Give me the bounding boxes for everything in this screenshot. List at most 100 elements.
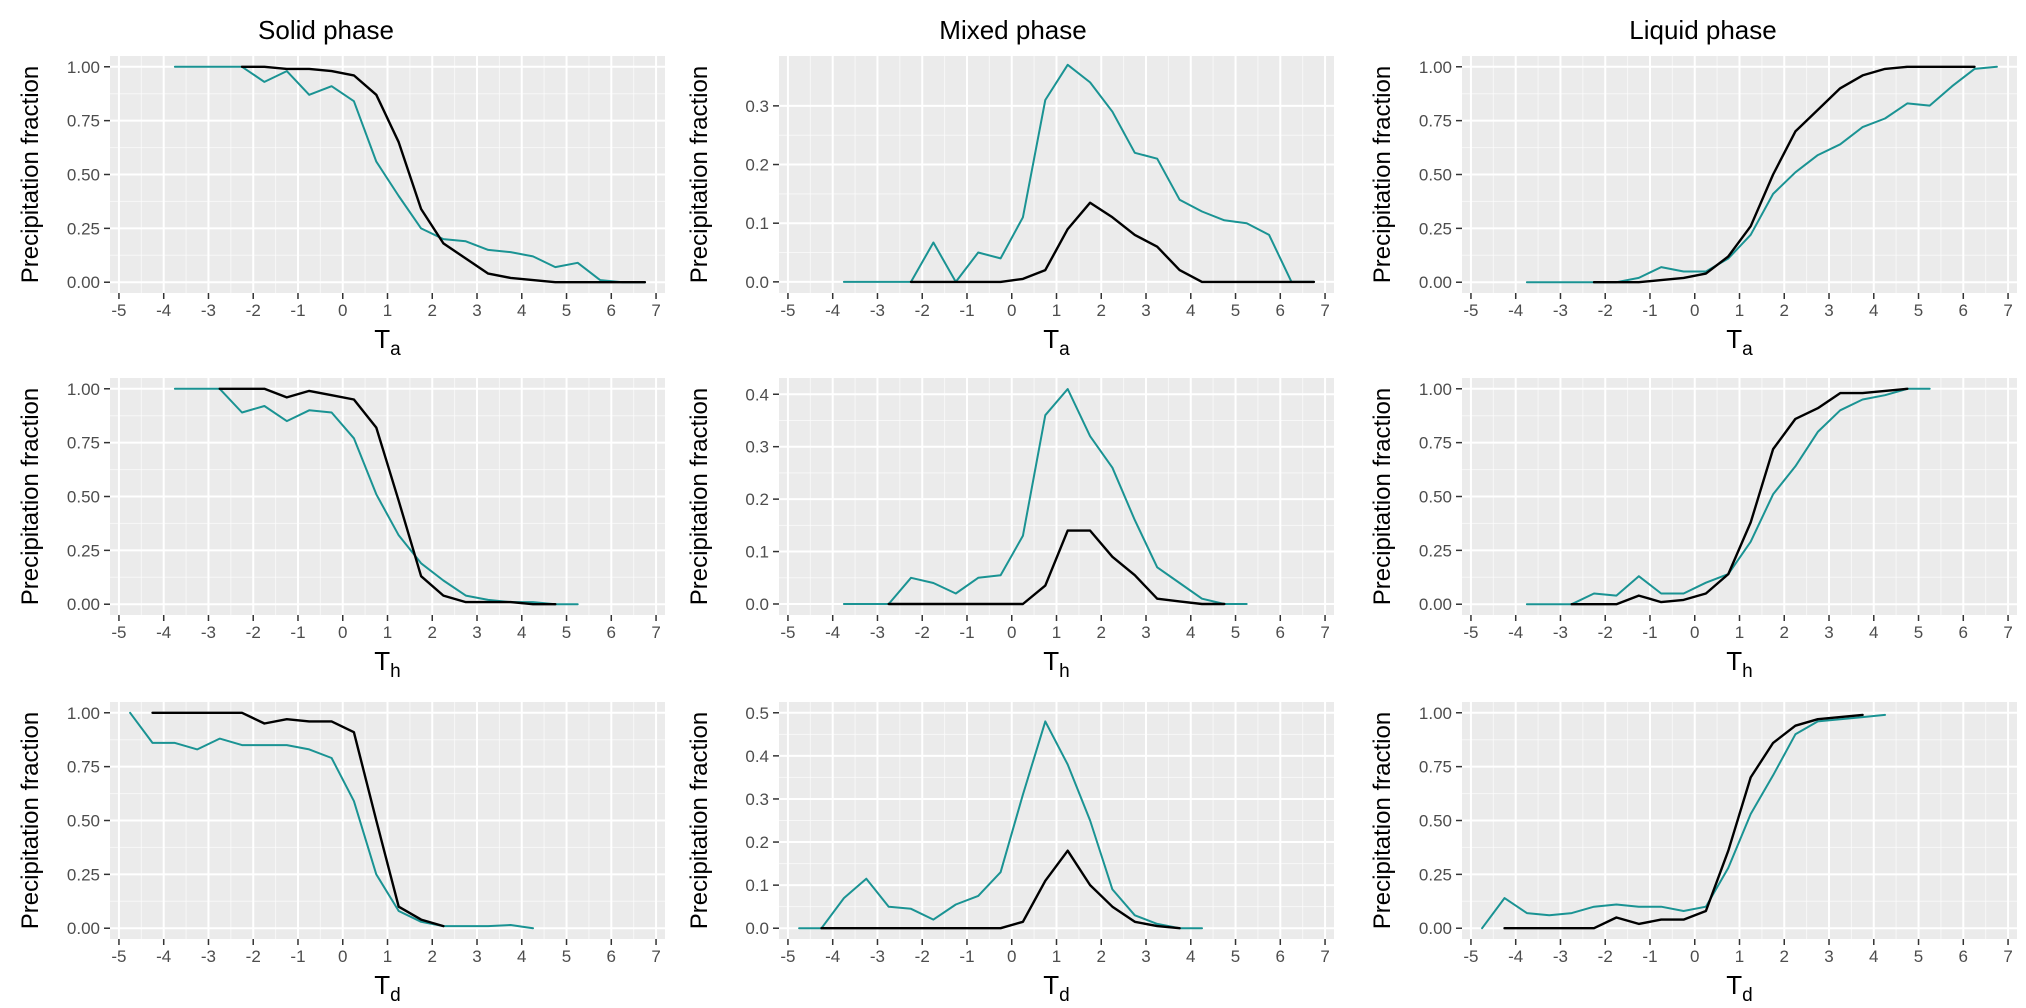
x-tick-label: -5 xyxy=(111,301,126,320)
y-tick-label: 1.00 xyxy=(1419,58,1452,77)
x-tick-label: 1 xyxy=(383,301,392,320)
x-axis-label-main: T xyxy=(1726,324,1742,354)
x-tick-label: 1 xyxy=(1052,301,1061,320)
x-tick-label: 6 xyxy=(1276,301,1285,320)
y-tick-label: 0.25 xyxy=(67,219,100,238)
x-tick-label: -5 xyxy=(1463,301,1478,320)
y-axis-label: Precipitation fraction xyxy=(1369,388,1396,605)
x-tick-label: 1 xyxy=(1735,301,1744,320)
x-tick-label: -2 xyxy=(915,947,930,966)
x-axis-label-main: T xyxy=(1726,970,1742,1000)
column-title-liquid: Liquid phase xyxy=(1629,15,1776,45)
y-tick-label: 0.3 xyxy=(745,790,769,809)
x-axis-label-subscript: d xyxy=(390,985,401,1006)
x-tick-label: 3 xyxy=(1824,623,1833,642)
series-line-black xyxy=(887,529,1226,606)
x-tick-label: -2 xyxy=(1598,301,1613,320)
x-tick-label: 6 xyxy=(1959,623,1968,642)
x-axis-label-main: T xyxy=(1043,324,1059,354)
x-tick-label: -5 xyxy=(1463,623,1478,642)
x-tick-label: -5 xyxy=(780,947,795,966)
x-tick-label: 0 xyxy=(1690,623,1699,642)
y-tick-label: 0.50 xyxy=(1419,812,1452,831)
x-tick-label: 3 xyxy=(472,623,481,642)
y-tick-label: 0.2 xyxy=(745,490,769,509)
x-axis-label-subscript: a xyxy=(390,339,401,360)
x-tick-label: -3 xyxy=(870,301,885,320)
x-axis-label-subscript: a xyxy=(1059,339,1070,360)
y-tick-label: 0.25 xyxy=(67,865,100,884)
x-tick-label: 2 xyxy=(1780,623,1789,642)
x-tick-label: 5 xyxy=(1231,947,1240,966)
x-tick-label: 5 xyxy=(1914,947,1923,966)
x-tick-label: 7 xyxy=(651,301,660,320)
y-axis-label: Precipitation fraction xyxy=(17,712,44,929)
panel-mixed-th: -5 -4 -3 -2 -1 0 1 2 3 4 5 6 7 0.0 0.1 0.2 0.3 0.4 Precipi… xyxy=(686,378,1334,682)
y-tick-label: 1.00 xyxy=(67,58,100,77)
x-axis-label: Td xyxy=(1726,970,1752,1006)
x-tick-label: 4 xyxy=(1186,623,1195,642)
x-tick-label: 6 xyxy=(1276,623,1285,642)
x-tick-label: 1 xyxy=(383,947,392,966)
x-axis-label-subscript: h xyxy=(1742,661,1753,682)
x-tick-label: 6 xyxy=(1959,301,1968,320)
x-tick-label: 4 xyxy=(517,623,526,642)
x-axis-label-subscript: h xyxy=(390,661,401,682)
x-tick-label: -5 xyxy=(111,623,126,642)
x-tick-label: 4 xyxy=(1186,947,1195,966)
y-tick-label: 0.4 xyxy=(745,747,769,766)
series-line-black xyxy=(1570,387,1909,606)
y-tick-label: 0.50 xyxy=(67,812,100,831)
y-tick-label: 0.0 xyxy=(745,273,769,292)
y-tick-label: 0.00 xyxy=(1419,919,1452,938)
x-tick-label: 2 xyxy=(428,947,437,966)
x-tick-label: -4 xyxy=(156,947,171,966)
x-tick-label: -5 xyxy=(780,623,795,642)
y-tick-label: 0.50 xyxy=(67,166,100,185)
x-tick-label: 3 xyxy=(1141,623,1150,642)
x-tick-label: -1 xyxy=(290,623,305,642)
x-tick-label: -4 xyxy=(1508,947,1523,966)
y-tick-label: 1.00 xyxy=(1419,380,1452,399)
x-tick-label: 6 xyxy=(1276,947,1285,966)
y-tick-label: 0.00 xyxy=(67,273,100,292)
x-axis-label: Ta xyxy=(1726,324,1753,360)
y-axis-label: Precipitation fraction xyxy=(17,66,44,283)
x-tick-label: 5 xyxy=(562,623,571,642)
y-axis-label: Precipitation fraction xyxy=(1369,66,1396,283)
x-tick-label: -1 xyxy=(959,947,974,966)
series-line-teal xyxy=(129,711,534,930)
y-tick-label: 0.50 xyxy=(1419,488,1452,507)
x-axis-label-main: T xyxy=(1726,646,1742,676)
x-tick-label: 0 xyxy=(1007,301,1016,320)
x-tick-label: 5 xyxy=(1231,623,1240,642)
x-tick-label: -5 xyxy=(1463,947,1478,966)
x-tick-label: -2 xyxy=(915,623,930,642)
x-tick-label: 1 xyxy=(1052,947,1061,966)
panels: -5 -4 -3 -2 -1 0 1 2 3 4 5 6 70.000.250.500.751.00Pr… xyxy=(17,56,2017,1006)
x-tick-label: 4 xyxy=(1186,301,1195,320)
y-tick-label: 0.75 xyxy=(1419,758,1452,777)
x-axis-label-subscript: d xyxy=(1742,985,1753,1006)
x-tick-label: -5 xyxy=(780,301,795,320)
x-tick-label: -2 xyxy=(1598,623,1613,642)
series-line-black xyxy=(909,201,1316,284)
y-tick-label: 0.0 xyxy=(745,919,769,938)
x-tick-label: 4 xyxy=(517,947,526,966)
series-line-black xyxy=(1503,713,1864,930)
panel-solid-th: -5 -4 -3 -2 -1 0 1 2 3 4 5 6 7 0.00 0.25 0.50 0.75 1.00 Pr… xyxy=(17,378,665,682)
series-line-black xyxy=(820,849,1181,930)
x-axis-label-main: T xyxy=(1043,646,1059,676)
x-tick-label: 7 xyxy=(651,947,660,966)
y-tick-label: 0.1 xyxy=(745,876,769,895)
series-line-teal xyxy=(798,720,1203,930)
x-tick-label: 7 xyxy=(2003,623,2012,642)
x-tick-label: 1 xyxy=(1052,623,1061,642)
series-line-teal xyxy=(1481,713,1886,930)
x-tick-label: 0 xyxy=(338,947,347,966)
series-line-black xyxy=(151,711,445,928)
x-tick-label: 2 xyxy=(1097,623,1106,642)
x-tick-label: 1 xyxy=(1735,623,1744,642)
x-tick-label: 1 xyxy=(1735,947,1744,966)
